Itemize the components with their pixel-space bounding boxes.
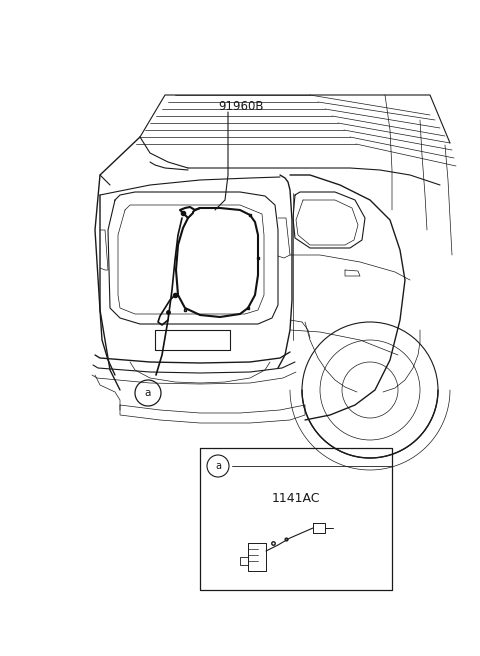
Text: 1141AC: 1141AC — [272, 491, 320, 504]
Text: a: a — [215, 461, 221, 471]
Text: a: a — [145, 388, 151, 398]
Text: 91960B: 91960B — [218, 100, 264, 113]
